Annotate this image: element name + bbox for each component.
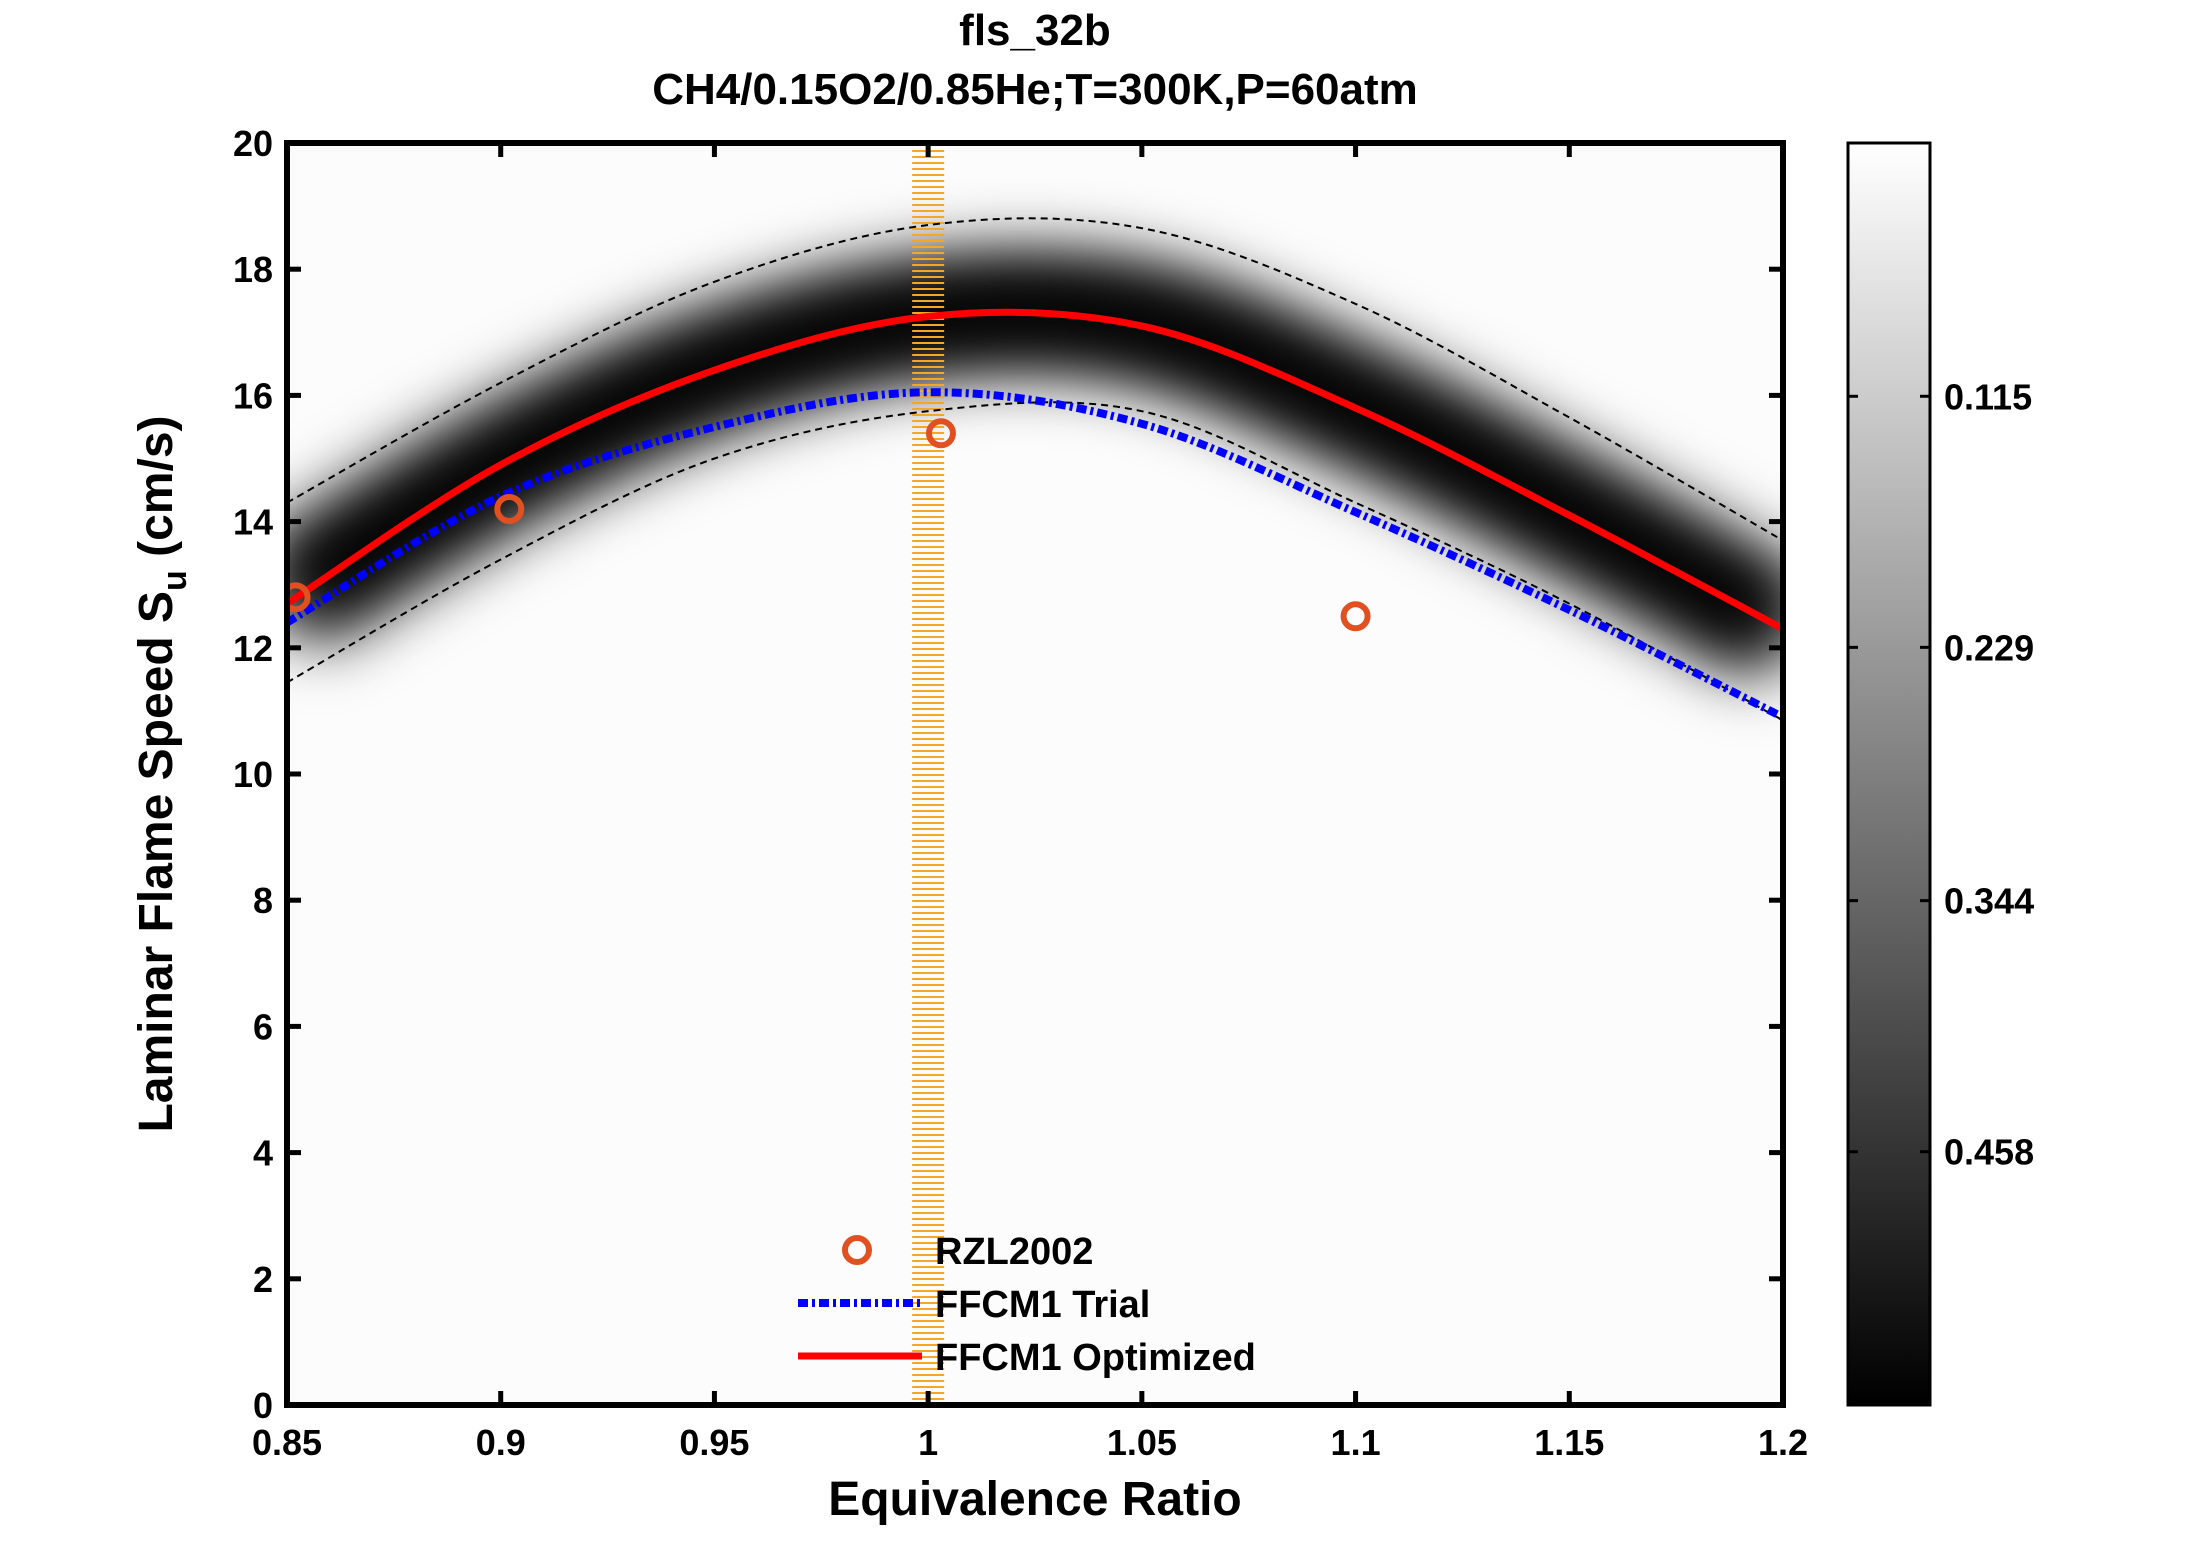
x-tick-label: 0.9 (476, 1422, 526, 1463)
data-point-rzl2002 (1340, 601, 1371, 632)
y-tick-label: 8 (253, 880, 273, 921)
x-tick-label: 0.85 (252, 1422, 322, 1463)
y-tick-label: 2 (253, 1259, 273, 1300)
x-tick-label: 1 (918, 1422, 938, 1463)
y-tick-label: 20 (233, 123, 273, 164)
x-tick-label: 0.95 (679, 1422, 749, 1463)
legend-label: FFCM1 Trial (935, 1284, 1150, 1326)
legend: RZL2002 FFCM1 Trial FFCM1 Optimized (798, 1231, 1256, 1379)
x-axis-label: Equivalence Ratio (828, 1473, 1241, 1526)
chart-title: fls_32b (959, 6, 1111, 55)
colorbar-gradient (1846, 141, 1932, 1407)
y-axis-label-main: Laminar Flame Speed S (130, 591, 183, 1133)
y-tick-label: 10 (233, 754, 273, 795)
y-tick-label: 16 (233, 375, 273, 416)
chart-subtitle: CH4/0.15O2/0.85He;T=300K,P=60atm (652, 65, 1418, 114)
series-ffcm1-optimized-line (287, 308, 1783, 632)
y-axis-label-units: (cm/s) (130, 415, 183, 570)
vertical-band-phi-1 (912, 143, 945, 1405)
upper-bound-line (287, 217, 1783, 542)
data-point-rzl2002 (287, 582, 311, 613)
colorbar-tick-label: 0.229 (1944, 627, 2034, 668)
x-tick-label: 1.05 (1107, 1422, 1177, 1463)
colorbar-tick-label: 0.344 (1944, 881, 2034, 922)
series-ffcm1-trial-line (287, 388, 1783, 721)
x-tick-label: 1.15 (1534, 1422, 1604, 1463)
y-tick-label: 18 (233, 249, 273, 290)
x-tick-label: 1.1 (1331, 1422, 1381, 1463)
legend-label: RZL2002 (935, 1231, 1093, 1273)
y-axis-label-sub: u (156, 570, 194, 591)
y-tick-label: 4 (253, 1133, 273, 1174)
data-point-rzl2002 (494, 493, 525, 524)
y-axis-label: Laminar Flame Speed Su (cm/s) (130, 415, 194, 1132)
y-tick-label: 0 (253, 1385, 273, 1426)
y-tick-label: 6 (253, 1006, 273, 1047)
x-tick-label: 1.2 (1758, 1422, 1808, 1463)
y-tick-label: 12 (233, 628, 273, 669)
legend-label: FFCM1 Optimized (935, 1337, 1256, 1379)
y-tick-label: 14 (233, 502, 273, 543)
data-point-rzl2002 (925, 418, 956, 449)
colorbar: 0.115 0.229 0.344 0.458 (1846, 141, 2034, 1407)
colorbar-tick-label: 0.458 (1944, 1132, 2034, 1173)
colorbar-tick-label: 0.115 (1944, 376, 2032, 417)
legend-marker-rzl2002 (842, 1235, 872, 1265)
